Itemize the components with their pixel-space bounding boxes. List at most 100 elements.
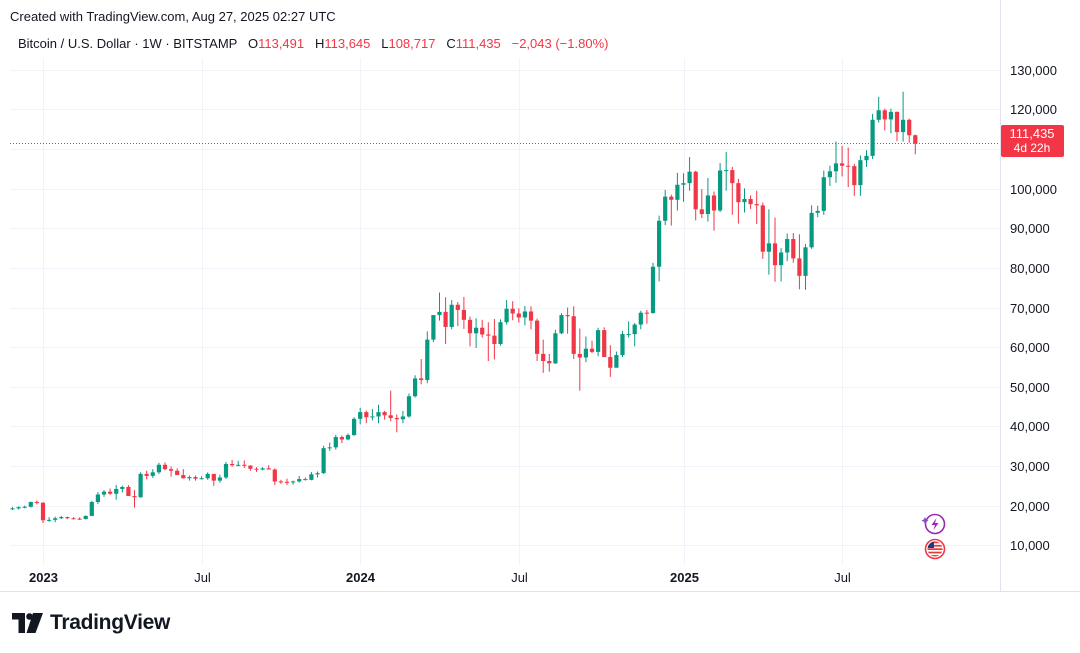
footer-brand-name: TradingView [50, 611, 171, 634]
candle [358, 407, 363, 425]
candle [864, 150, 869, 167]
price-badge-box [1001, 125, 1064, 157]
candle [577, 328, 582, 391]
candle [858, 155, 863, 196]
candle [449, 300, 454, 330]
candle-body [278, 481, 283, 483]
candle [711, 191, 717, 231]
candle-body [650, 266, 656, 314]
candle [907, 118, 912, 143]
candle-body [638, 312, 643, 325]
x-tick-label: 2024 [346, 570, 376, 585]
candle-body [236, 464, 241, 466]
candle [583, 336, 588, 363]
price-badge: 111,435 4d 22h [1001, 125, 1064, 157]
candle-body [846, 165, 851, 167]
candle [638, 310, 643, 330]
y-tick-label: 10,000 [1010, 538, 1050, 553]
candle [791, 233, 796, 263]
candle [492, 319, 497, 360]
price-badge-countdown: 4d 22h [1014, 141, 1051, 155]
close-value: 111,435 [455, 36, 501, 51]
candle-body [766, 243, 771, 252]
candle [22, 505, 27, 509]
price-badge-price: 111,435 [1009, 126, 1054, 141]
candle-body [510, 308, 515, 314]
lightning-icon[interactable] [921, 513, 946, 535]
candle [876, 96, 881, 123]
candle [53, 516, 58, 523]
us-flag-icon[interactable] [924, 538, 946, 560]
candle [602, 327, 607, 358]
candle [620, 330, 625, 358]
candle [156, 462, 161, 474]
symbol-title: Bitcoin / U.S. Dollar · 1W · BITSTAMP [18, 36, 238, 51]
candle [681, 173, 686, 202]
x-tick-label: Jul [511, 570, 528, 585]
candle-body [16, 507, 21, 509]
candle-body [10, 508, 15, 510]
candle [315, 471, 320, 478]
candle-body [364, 412, 369, 418]
y-tick-label: 130,000 [1010, 63, 1057, 78]
x-tick-label: 2025 [670, 570, 699, 585]
candle [809, 205, 814, 249]
candle [248, 465, 253, 471]
x-tick-label: Jul [194, 570, 211, 585]
low-label: L [381, 36, 389, 51]
candle-body [132, 496, 137, 498]
candle-body [83, 515, 88, 520]
footer-brand[interactable]: TradingView [12, 611, 170, 635]
candle [169, 466, 174, 477]
y-tick-label: 30,000 [1010, 459, 1050, 474]
y-axis: 10,000 20,000 30,000 40,000 50,000 60,000 70,0… [1000, 0, 1057, 592]
candle [675, 172, 680, 211]
candle-body [297, 479, 302, 482]
candle-body [901, 119, 906, 133]
candle [193, 475, 198, 481]
candle-body [675, 184, 680, 200]
candle-body [388, 415, 393, 419]
candle-body [547, 361, 552, 364]
candle [699, 189, 704, 219]
candle [260, 467, 265, 471]
candle-body [486, 334, 491, 336]
candle-body [522, 311, 527, 318]
candle-body [596, 330, 601, 352]
open-label: O [247, 36, 259, 51]
candle-body [89, 502, 94, 516]
candle [614, 351, 619, 368]
candle [71, 517, 76, 520]
candle-body [687, 171, 692, 184]
candle [632, 322, 637, 347]
candle [370, 408, 375, 421]
candle-body [663, 196, 668, 221]
candle [83, 515, 88, 520]
candle-body [47, 519, 52, 521]
candle-body [858, 160, 863, 186]
candle-body [480, 327, 485, 335]
candle [443, 297, 448, 344]
candle-body [291, 481, 296, 483]
candle-body [876, 110, 881, 120]
candle-body [443, 311, 448, 327]
candle [303, 477, 308, 481]
candle-body [303, 479, 308, 481]
candle-body [888, 111, 893, 120]
candle-body [150, 472, 155, 476]
candle-body [602, 330, 607, 358]
candle [705, 178, 710, 222]
candle [199, 476, 204, 480]
candle [596, 327, 601, 357]
candle-body [193, 477, 198, 479]
candle [626, 321, 631, 338]
change-value: −2,043 (−1.80%) [511, 36, 609, 51]
candle [785, 233, 790, 262]
candle-body [217, 477, 222, 481]
candle-body [437, 311, 442, 316]
candle-body [211, 473, 216, 481]
y-tick-label: 60,000 [1010, 340, 1050, 355]
candle-body [669, 196, 674, 200]
y-tick-label: 50,000 [1010, 380, 1050, 395]
